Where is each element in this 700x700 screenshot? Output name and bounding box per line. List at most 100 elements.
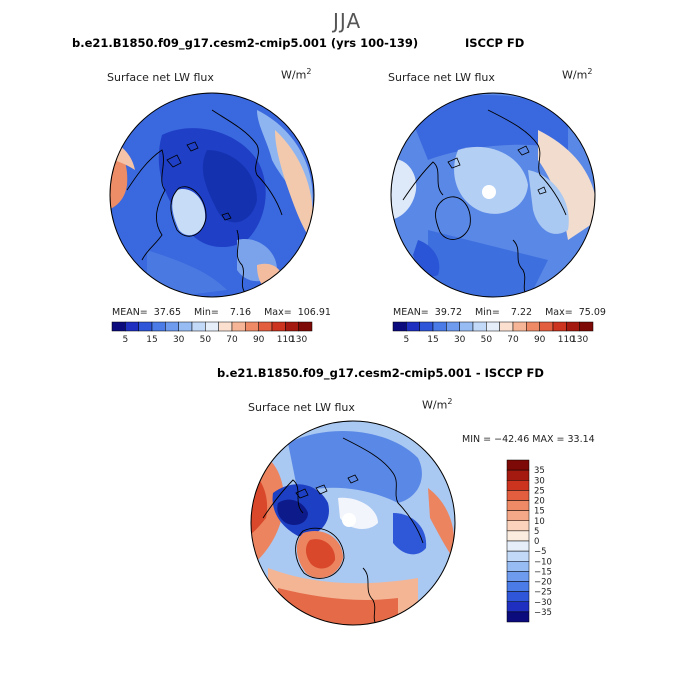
- map2-lightblue-east: [528, 170, 569, 234]
- map3-coastline-europe: [362, 567, 379, 625]
- map-difference-polar: [250, 420, 456, 626]
- cbd-swatch-4: [506, 500, 530, 511]
- map3-outline: [250, 420, 456, 626]
- panel-2-max-label: Max=: [545, 307, 573, 318]
- cbd-swatch-2: [506, 480, 530, 491]
- cbd-swatch-3: [506, 490, 530, 501]
- cbd-label-10: −15: [534, 567, 552, 577]
- map3-navy-canada: [277, 499, 308, 525]
- cb1-label-7: 130: [290, 335, 307, 345]
- map2-pale-west: [391, 159, 417, 220]
- map3-orange-east: [428, 488, 455, 558]
- panel-1-case-title: b.e21.B1850.f09_g17.cesm2-cmip5.001 (yrs…: [72, 36, 419, 50]
- panel-3-units: W/m2: [422, 397, 452, 412]
- map1-peach-east: [275, 130, 314, 240]
- cb1-label-2: 30: [173, 335, 185, 345]
- cbd-swatch-14: [506, 601, 530, 613]
- cb1-swatch-12: [271, 321, 286, 332]
- cb2-swatch-12: [552, 321, 567, 332]
- cbd-swatch-5: [506, 510, 530, 521]
- cb1-label-4: 70: [226, 335, 238, 345]
- cbd-label-3: 20: [534, 497, 545, 507]
- figure-title: JJA: [333, 9, 362, 33]
- panel-2-mean-label: MEAN=: [393, 307, 429, 318]
- cb1-swatch-1: [125, 321, 139, 332]
- map2-coastline-islands: [447, 145, 547, 195]
- cb2-label-1: 15: [427, 335, 438, 345]
- cb1-swatch-11: [258, 321, 273, 332]
- map3-coastline-arctic-russia: [342, 437, 424, 544]
- panel-2-variable-title: Surface net LW flux: [388, 71, 495, 84]
- cb1-label-3: 50: [200, 335, 212, 345]
- panel-1-units-base: W/m: [281, 68, 307, 82]
- cbd-swatch-1: [506, 469, 530, 481]
- panel-1-min-value: 7.16: [229, 307, 252, 318]
- panel-2-mean-value: 39.72: [434, 307, 462, 318]
- cb2-swatch-6: [472, 321, 487, 332]
- panel-3-variable-title: Surface net LW flux: [248, 401, 355, 414]
- map-model-polar: [109, 92, 315, 298]
- cbd-swatch-13: [506, 591, 530, 602]
- cbd-label-6: 5: [534, 527, 539, 537]
- cbd-label-4: 15: [534, 507, 545, 517]
- map1-coastline-arctic-russia: [211, 109, 283, 216]
- panel-2-case-title: ISCCP FD: [465, 36, 525, 50]
- cbd-swatch-8: [506, 540, 530, 552]
- cb2-label-0: 5: [403, 335, 409, 345]
- cb2-label-5: 90: [534, 335, 546, 345]
- cb1-swatch-14: [298, 321, 313, 332]
- map1-coastline-canada: [126, 149, 166, 261]
- panel-2-units-base: W/m: [562, 68, 588, 82]
- panel-1-min-label: Min=: [194, 307, 219, 318]
- cb2-swatch-13: [566, 321, 580, 332]
- panel-1-units-exp: 2: [306, 67, 312, 76]
- panel-3-units-base: W/m: [422, 398, 448, 412]
- cb1-swatch-0: [111, 321, 126, 332]
- panel-1-mean-value: 37.65: [153, 307, 181, 318]
- cb1-label-0: 5: [122, 335, 128, 345]
- cb1-swatch-9: [231, 321, 246, 332]
- cb2-swatch-2: [419, 321, 434, 332]
- cb2-swatch-14: [579, 321, 594, 332]
- map2-pale-east: [538, 130, 595, 240]
- map3-red-greenland: [305, 539, 336, 569]
- panel-2-max-value: 75.09: [578, 307, 606, 318]
- cb2-swatch-4: [446, 321, 460, 332]
- cbd-label-0: 35: [534, 466, 545, 476]
- cb1-swatch-13: [285, 321, 299, 332]
- cb2-swatch-3: [432, 321, 447, 332]
- map2-missing-pole: [482, 185, 496, 199]
- map3-missing-pole: [342, 513, 356, 527]
- map1-coastline-greenland: [170, 186, 207, 237]
- cb1-label-6: 110: [277, 335, 294, 345]
- cb2-swatch-7: [486, 321, 500, 332]
- cb2-swatch-0: [392, 321, 407, 332]
- cb1-swatch-4: [165, 321, 179, 332]
- map3-deep-east: [393, 513, 427, 555]
- map3-coastline-islands: [295, 474, 359, 499]
- cb1-swatch-10: [245, 321, 259, 332]
- map2-blue-south: [428, 230, 548, 297]
- map1-coastline-europe: [236, 229, 248, 296]
- map1-lightblue-greenland: [172, 189, 206, 236]
- cbd-label-11: −20: [534, 578, 552, 588]
- map2-lightblue-center: [454, 146, 528, 214]
- panel-2-min-label: Min=: [475, 307, 500, 318]
- panel-2-stats: MEAN= 39.72 Min= 7.22 Max= 75.09: [393, 307, 606, 318]
- cbd-swatch-7: [506, 530, 530, 542]
- cbd-label-9: −10: [534, 557, 552, 567]
- cbd-label-14: −35: [534, 608, 552, 618]
- map2-coastline-arctic-russia: [487, 109, 567, 216]
- cbd-label-5: 10: [534, 517, 545, 527]
- cbd-swatch-6: [506, 520, 530, 532]
- cb1-swatch-2: [138, 321, 153, 332]
- map-obs-polar: [390, 92, 596, 298]
- panel-2-units: W/m2: [562, 67, 592, 82]
- cb1-label-5: 90: [253, 335, 265, 345]
- cb2-label-3: 50: [481, 335, 493, 345]
- cb1-swatch-3: [151, 321, 166, 332]
- cbd-label-2: 25: [534, 486, 545, 496]
- cb2-swatch-1: [406, 321, 420, 332]
- panel-1-mean-label: MEAN=: [112, 307, 148, 318]
